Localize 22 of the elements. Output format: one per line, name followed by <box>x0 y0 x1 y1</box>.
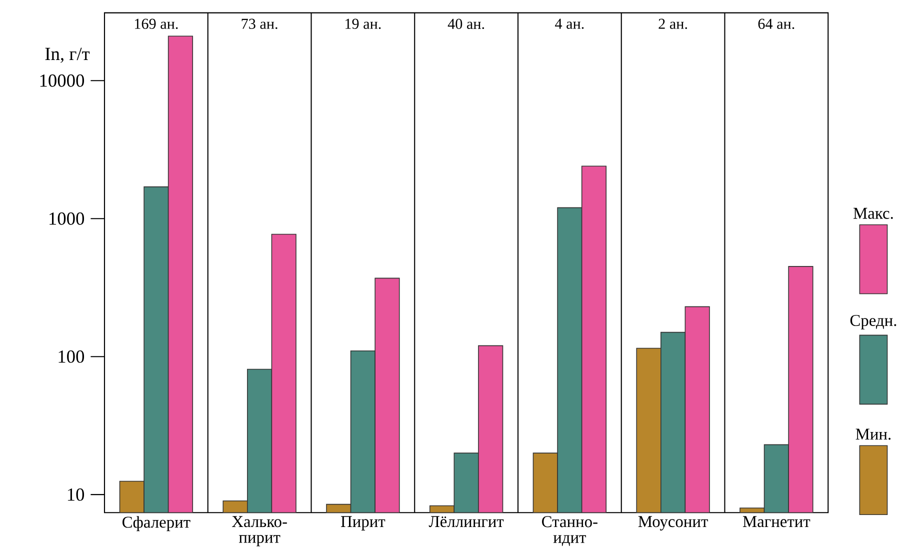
x-tick-label: Сфалерит <box>122 516 190 532</box>
y-axis-title: In, г/т <box>45 48 90 63</box>
annotation: 73 ан. <box>242 18 278 29</box>
annotation: 19 ан. <box>346 18 381 29</box>
x-tick-label: Моусонит <box>638 516 708 530</box>
text: Средн. <box>850 314 896 330</box>
text: Мин. <box>856 428 891 440</box>
annotation: 169 ан. <box>134 18 178 29</box>
x-tick-label: Халько-пирит <box>232 516 287 546</box>
annotation: 64 ан. <box>758 18 794 29</box>
x-tick-label: Магнетит <box>742 516 810 528</box>
y-tick-label: 10 <box>68 488 84 501</box>
text: Макс. <box>853 208 893 219</box>
x-tick-label: Лёллингит <box>428 516 504 528</box>
annotation: 2 ан. <box>658 18 688 29</box>
annotation: 4 ан. <box>555 18 584 29</box>
y-tick-label: 100 <box>58 350 84 363</box>
x-tick-label: Пирит <box>340 516 386 530</box>
y-tick-label: 1000 <box>50 212 84 225</box>
y-tick-label: 10000 <box>40 74 84 87</box>
annotation: 40 ан. <box>448 18 484 30</box>
x-tick-label: Станно-идит <box>542 516 598 546</box>
